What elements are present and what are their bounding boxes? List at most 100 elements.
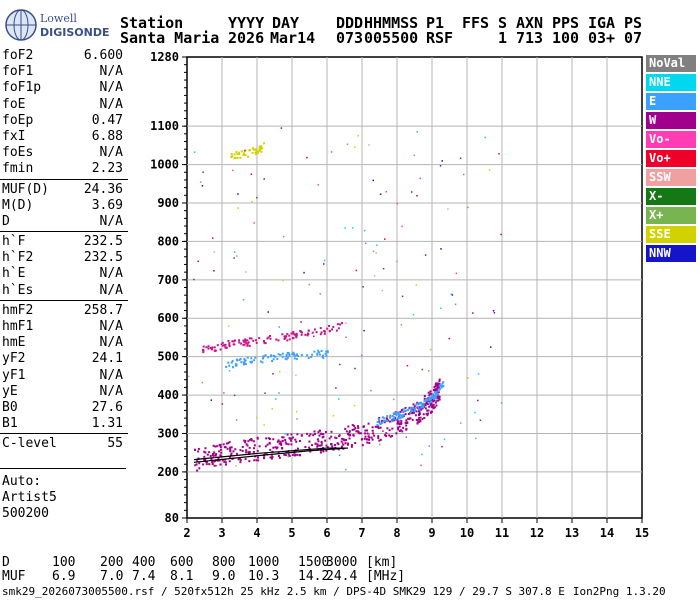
echo-point [229,447,232,450]
param-row-fxi: fxI 6.88 [0,129,128,145]
echo-point [228,441,231,444]
echo-point [418,408,421,411]
y-tick-label: 200 [157,465,179,479]
noise-point [300,321,302,323]
noise-point [492,310,495,312]
echo-point [313,328,316,331]
echo-point [223,344,226,347]
noise-point [418,413,420,415]
echo-point [363,437,366,440]
noise-point [500,402,503,404]
param-row-d: D N/A [0,214,128,230]
param-value: 232.5 [83,250,123,266]
echo-point [264,453,267,456]
echo-point [203,459,206,462]
echo-point [437,391,440,394]
param-value: 27.6 [91,399,123,415]
echo-point [348,431,351,434]
echo-point [432,400,435,403]
noise-point [263,178,265,180]
echo-point [198,462,201,465]
param-value: 2.23 [91,161,123,177]
header-label-3: DDD [336,14,364,32]
echo-point [438,388,441,391]
echo-point [354,426,357,429]
noise-point [382,430,384,432]
echo-point [243,340,246,343]
echo-point [264,445,267,448]
param-separator [0,433,128,435]
echo-point [244,339,247,342]
echo-point [438,395,441,398]
noise-point [383,238,386,240]
echo-point [253,447,256,450]
noise-point [451,294,454,296]
echo-point [250,337,253,340]
echo-point [402,426,405,429]
polarization-legend: NoVal NNE E W Vo- Vo+ SSW X- X+ SSE NNW [646,55,696,264]
noise-point [455,272,458,275]
echo-point [316,352,319,355]
noise-point [488,169,491,171]
echo-point [295,358,298,361]
echo-point [319,327,322,330]
echo-point [380,422,383,425]
param-label: foF1p [2,80,42,96]
echo-point [427,397,430,400]
echo-point [278,442,281,445]
noise-point [459,157,462,160]
echo-point [272,446,275,449]
echo-point [442,381,445,384]
echo-point [245,451,248,454]
echo-point [367,438,370,441]
noise-point [188,375,190,378]
echo-point [414,414,417,417]
echo-point [432,394,435,397]
echo-point [284,441,287,444]
noise-point [208,463,210,465]
echo-point [402,411,405,414]
noise-point [346,143,349,145]
echo-point [308,434,311,437]
echo-point [323,332,326,335]
echo-point [230,156,233,159]
noise-point [401,225,403,228]
echo-point [288,353,291,356]
noise-point [284,433,286,435]
echo-point [417,406,420,409]
param-value: 6.88 [91,128,123,144]
echo-point [292,330,295,333]
echo-point [243,361,246,364]
echo-point [258,149,261,152]
echo-point [292,352,295,355]
echo-point [398,416,401,419]
x-tick-label: 12 [530,526,544,540]
footer-muf-value: 7.0 [100,569,124,584]
echo-point [335,329,338,332]
echo-point [266,337,269,340]
noise-point [215,464,217,467]
param-value: 232.5 [83,234,123,250]
noise-point [410,191,413,193]
echo-point [219,463,222,466]
echo-point [415,410,418,413]
echo-point [211,346,214,349]
echo-point [216,344,219,347]
echo-point [438,398,441,401]
echo-point [260,150,263,153]
echo-point [313,350,316,353]
echo-point [235,364,238,367]
echo-point [246,344,249,347]
echo-point [288,437,291,440]
param-label: h`Es [2,282,34,298]
echo-point [223,460,226,463]
echo-point [427,398,430,401]
echo-point [414,407,417,410]
echo-point [257,456,260,459]
echo-point [253,444,256,447]
param-row-clevel: C-level 55 [0,436,128,452]
echo-point [411,412,414,415]
echo-point [252,440,255,443]
echo-point [254,148,257,151]
noise-point [401,295,404,298]
